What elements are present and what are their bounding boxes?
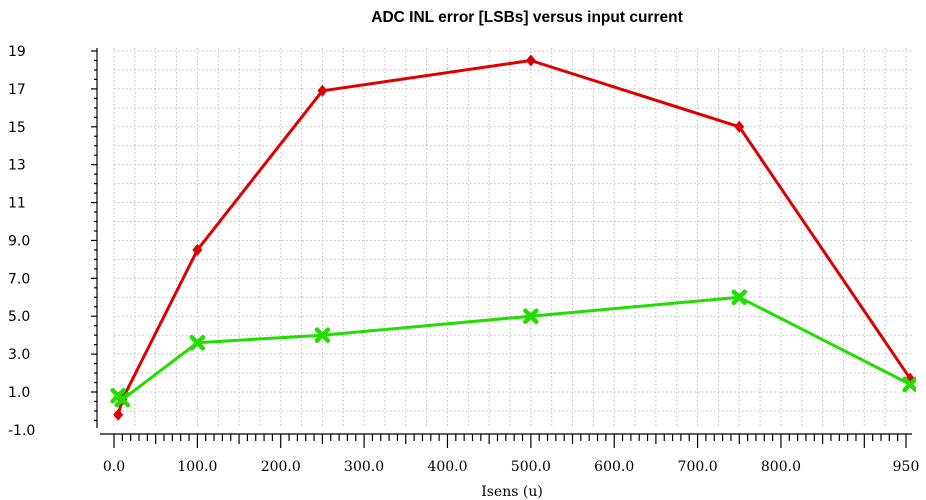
y-tick-label: 1.0 bbox=[8, 385, 30, 401]
y-tick-label: 9.0 bbox=[8, 233, 30, 249]
x-tick-label: 950 bbox=[893, 459, 920, 475]
data-point-diamond bbox=[734, 120, 745, 133]
axes bbox=[91, 48, 912, 448]
series-line bbox=[117, 295, 911, 402]
y-tick-label: 11 bbox=[8, 196, 26, 212]
x-axis-label: Isens (u) bbox=[481, 484, 543, 500]
y-tick-label: 19 bbox=[8, 44, 26, 60]
series-2 bbox=[110, 289, 916, 408]
data-point-diamond bbox=[525, 54, 536, 67]
x-tick-label: 300.0 bbox=[344, 459, 384, 475]
y-tick-label: 7.0 bbox=[8, 271, 30, 287]
y-tick-label: 17 bbox=[8, 82, 26, 98]
x-tick-label: 700.0 bbox=[678, 459, 718, 475]
data-point-x bbox=[523, 308, 539, 324]
chart-title: ADC INL error [LSBs] versus input curren… bbox=[371, 9, 683, 26]
x-tick-label: 500.0 bbox=[511, 459, 551, 475]
data-point-x bbox=[731, 289, 748, 306]
x-tick-label: 800.0 bbox=[761, 459, 801, 475]
data-point-x bbox=[314, 327, 331, 343]
series-line bbox=[116, 59, 912, 416]
data-point-diamond bbox=[192, 243, 203, 256]
x-tick-label: 100.0 bbox=[177, 459, 217, 475]
data-point-diamond bbox=[113, 408, 124, 421]
grid-lines bbox=[113, 48, 912, 428]
series-1 bbox=[113, 54, 916, 421]
y-tick-label: 5.0 bbox=[8, 309, 30, 325]
x-tick-label: 200.0 bbox=[261, 459, 301, 475]
x-tick-label: 600.0 bbox=[594, 459, 634, 475]
y-tick-label: 15 bbox=[8, 120, 26, 136]
data-point-diamond bbox=[317, 84, 328, 97]
series-lines bbox=[110, 54, 916, 421]
y-tick-label: -1.0 bbox=[8, 423, 35, 439]
x-tick-label: 0.0 bbox=[103, 459, 125, 475]
y-tick-label: 13 bbox=[8, 158, 26, 174]
data-point-x bbox=[114, 391, 131, 408]
x-tick-label: 400.0 bbox=[427, 459, 467, 475]
tick-labels: -1.0 1.0 3.0 5.0 7.0 9.0 11 13 15 17 19 0.0 100.0 200… bbox=[8, 44, 919, 475]
data-point-x bbox=[902, 376, 916, 393]
data-point-x bbox=[189, 334, 206, 351]
y-tick-label: 3.0 bbox=[8, 347, 30, 363]
